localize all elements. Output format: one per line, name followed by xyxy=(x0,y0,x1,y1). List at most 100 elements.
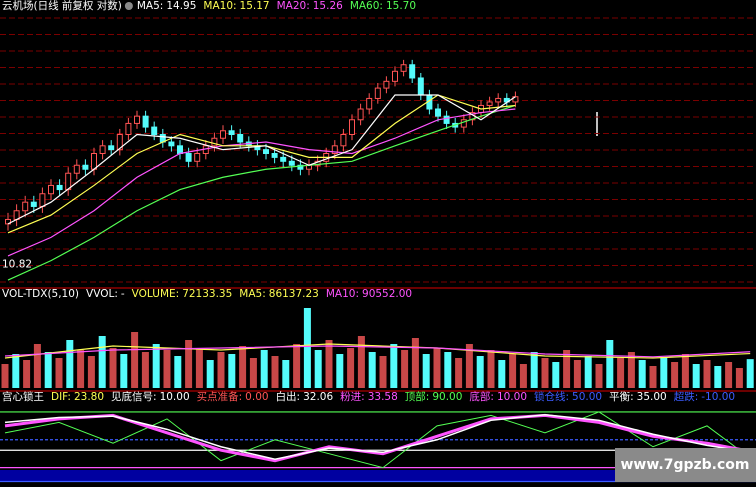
header-text: 云机场(日线 前复权 对数) xyxy=(2,0,122,12)
candle-body xyxy=(82,164,89,170)
candle-body xyxy=(443,115,450,124)
header-text: 90552.00 xyxy=(362,288,412,300)
header-text: VOLUME: xyxy=(132,288,180,300)
header-text: 15.70 xyxy=(386,0,416,12)
volume-bar xyxy=(357,336,365,388)
candle-body xyxy=(263,149,269,155)
candle-body xyxy=(297,164,304,170)
volume-bar xyxy=(692,364,700,388)
volume-bar xyxy=(185,340,193,388)
volume-bar xyxy=(314,350,322,388)
header-text: 买点准备: xyxy=(197,390,243,403)
volume-bar xyxy=(55,358,63,388)
header-text: 10.00 xyxy=(497,391,527,403)
candle-body xyxy=(271,153,278,158)
indicator-line xyxy=(7,94,516,225)
volume-bar xyxy=(509,354,517,388)
candle-body xyxy=(73,164,80,174)
volume-bar xyxy=(293,344,301,388)
volume-bar xyxy=(368,352,376,388)
volume-bar xyxy=(487,350,495,388)
header-text: VOL-TDX(5,10) xyxy=(2,288,79,300)
volume-bar xyxy=(627,352,635,388)
low-marker: 10.82 xyxy=(2,258,32,270)
volume-bar xyxy=(1,364,9,388)
volume-bar xyxy=(541,358,549,388)
volume-bar xyxy=(271,356,279,388)
candle-body xyxy=(91,153,97,170)
candle-body xyxy=(435,108,441,117)
volume-bar xyxy=(735,368,743,388)
volume-bar xyxy=(660,358,668,388)
candle-body xyxy=(142,115,149,128)
volume-bar xyxy=(703,360,711,388)
header-text: 90.00 xyxy=(432,391,462,403)
header-text: 超跌: xyxy=(674,390,699,403)
volume-bar xyxy=(606,340,614,388)
volume-bar xyxy=(303,308,311,388)
candle-body xyxy=(374,87,381,99)
candle-body xyxy=(357,108,364,121)
volume-bar xyxy=(573,360,581,388)
volume-bar xyxy=(595,364,603,388)
volume-bar xyxy=(465,344,473,388)
volume-bar xyxy=(66,340,74,388)
volume-bar xyxy=(584,356,592,388)
volume-bar xyxy=(530,352,538,388)
header-text: - xyxy=(121,288,125,300)
volume-bar xyxy=(87,356,95,388)
volume-bar xyxy=(498,360,506,388)
candle-body xyxy=(237,133,244,143)
header-text: 23.80 xyxy=(74,391,104,403)
header-text: 粉进: xyxy=(340,390,365,403)
volume-bar xyxy=(411,338,419,388)
candle-body xyxy=(486,101,493,106)
candle-body xyxy=(194,153,201,162)
header-text: 15.17 xyxy=(240,0,270,12)
candle-body xyxy=(30,201,37,207)
volume-bar xyxy=(552,362,560,388)
candle-body xyxy=(349,119,355,135)
candle-body xyxy=(417,77,424,96)
header-text: MA5: xyxy=(239,288,265,300)
volume-bar xyxy=(681,354,689,388)
watermark-box xyxy=(615,448,756,482)
volume-bar xyxy=(671,362,679,388)
candle-body xyxy=(400,64,407,72)
volume-bar xyxy=(422,354,430,388)
candle-body xyxy=(383,80,390,89)
volume-bar xyxy=(476,356,484,388)
candle-body xyxy=(340,133,347,147)
header-text: MA5: xyxy=(137,0,163,12)
volume-bar xyxy=(98,336,106,388)
signal-band xyxy=(0,470,615,482)
volume-bar xyxy=(746,359,754,388)
candle-body xyxy=(39,193,46,207)
header-text: 35.00 xyxy=(637,391,667,403)
header-text: 顶部: xyxy=(405,390,430,403)
volume-bar xyxy=(109,348,117,388)
header-text: 0.00 xyxy=(245,391,268,403)
volume-bar xyxy=(33,344,41,388)
volume-bar xyxy=(379,356,387,388)
indicator-line xyxy=(4,411,751,469)
volume-bar xyxy=(390,344,398,388)
volume-bar xyxy=(44,352,52,388)
volume-bar xyxy=(325,340,333,388)
header-text: 86137.23 xyxy=(269,288,319,300)
volume-bar xyxy=(336,354,344,388)
candle-body xyxy=(280,156,287,162)
header-text: -10.00 xyxy=(701,391,735,403)
volume-bar xyxy=(228,354,236,388)
candle-body xyxy=(99,145,106,155)
volume-bar xyxy=(282,360,290,388)
header-text: 15.26 xyxy=(313,0,343,12)
candle-body xyxy=(5,218,11,225)
volume-bar xyxy=(206,360,214,388)
header-text: 14.95 xyxy=(166,0,196,12)
volume-bar xyxy=(401,350,409,388)
candle-body xyxy=(185,153,192,162)
header-text: 72133.35 xyxy=(182,288,232,300)
candle-body xyxy=(495,97,502,103)
candle-body xyxy=(151,126,158,135)
